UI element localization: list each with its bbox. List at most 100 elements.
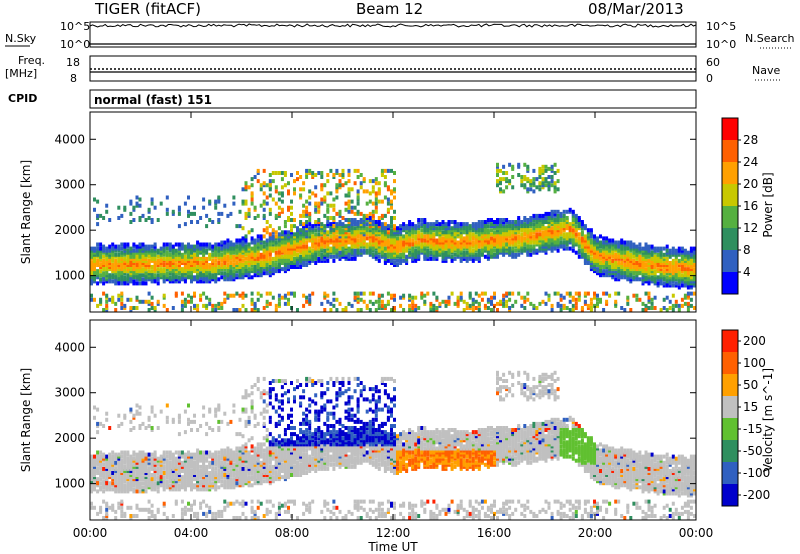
power-cell xyxy=(253,207,257,212)
power-cell xyxy=(502,164,506,169)
power-cell xyxy=(90,275,93,280)
power-cell xyxy=(447,301,451,306)
power-cell xyxy=(668,248,672,253)
power-cell xyxy=(93,248,96,253)
velocity-cell xyxy=(123,469,127,473)
velocity-cell xyxy=(177,460,181,465)
velocity-cell xyxy=(171,479,175,484)
velocity-cell xyxy=(174,471,178,475)
power-cell xyxy=(111,279,115,284)
power-cell xyxy=(502,171,506,175)
power-cell xyxy=(153,252,157,257)
velocity-cell xyxy=(174,460,178,465)
velocity-cell xyxy=(168,452,172,457)
velocity-cell xyxy=(123,479,127,484)
power-cell xyxy=(347,234,351,239)
power-cell xyxy=(202,275,206,280)
power-cell xyxy=(108,273,112,278)
velocity-cell xyxy=(138,450,142,455)
power-cell xyxy=(344,230,348,235)
power-cell xyxy=(553,181,557,186)
power-cell xyxy=(96,199,100,204)
power-cell xyxy=(287,238,290,243)
power-cell xyxy=(332,173,336,177)
power-cell xyxy=(377,236,381,241)
power-cell xyxy=(371,209,375,214)
velocity-cell xyxy=(123,452,127,457)
power-cell xyxy=(262,199,266,204)
power-cell xyxy=(508,291,512,296)
velocity-cell xyxy=(132,479,136,484)
velocity-cell xyxy=(102,462,106,467)
power-cell xyxy=(332,254,336,259)
power-cell xyxy=(541,213,545,218)
power-cell xyxy=(390,216,393,220)
power-cell xyxy=(362,213,366,218)
power-cell xyxy=(535,306,539,310)
power-cell xyxy=(477,301,481,306)
power-cell xyxy=(393,252,396,257)
power-cell xyxy=(656,281,660,286)
velocity-cell xyxy=(168,456,172,461)
power-cell xyxy=(268,193,272,198)
power-cell xyxy=(274,252,278,257)
power-cell xyxy=(626,301,630,306)
power-cell xyxy=(265,220,269,224)
power-cell xyxy=(111,256,115,261)
velocity-cell xyxy=(96,466,100,471)
power-cell xyxy=(647,271,651,276)
power-cell xyxy=(317,203,321,208)
power-cell xyxy=(190,275,193,280)
power-cell xyxy=(526,252,530,257)
power-cell xyxy=(408,308,412,312)
power-cell xyxy=(386,224,390,229)
power-cell xyxy=(314,244,318,249)
power-cell xyxy=(383,195,387,200)
power-cell xyxy=(147,291,151,296)
power-cell xyxy=(326,216,330,220)
power-cell xyxy=(653,256,657,261)
power-cell xyxy=(105,209,109,214)
power-cell xyxy=(526,164,530,169)
power-cell xyxy=(405,254,409,259)
power-cell xyxy=(568,238,572,243)
power-cell xyxy=(459,297,463,302)
power-cell xyxy=(268,256,272,261)
velocity-cell xyxy=(190,469,193,473)
power-cell xyxy=(120,246,124,251)
power-cell xyxy=(350,226,354,231)
power-cell xyxy=(299,230,303,235)
power-cell xyxy=(365,248,369,253)
power-cell xyxy=(593,238,596,243)
power-cell xyxy=(250,248,254,253)
power-cell xyxy=(302,230,306,235)
power-cell xyxy=(90,261,93,265)
power-cell xyxy=(432,308,436,312)
power-cell xyxy=(350,209,354,214)
power-cell xyxy=(393,238,396,243)
power-cell xyxy=(505,293,509,298)
power-cell xyxy=(129,248,133,253)
power-cell xyxy=(168,242,172,247)
power-cell xyxy=(680,303,684,308)
power-cell xyxy=(344,226,348,231)
power-cell xyxy=(662,281,666,286)
power-cell xyxy=(274,189,278,194)
power-cell xyxy=(423,293,427,298)
power-cell xyxy=(350,222,354,227)
power-cell xyxy=(374,181,378,186)
velocity-cell xyxy=(117,469,121,473)
power-cell xyxy=(665,252,669,257)
power-cell xyxy=(235,248,239,253)
velocity-cell xyxy=(108,464,112,469)
power-cell xyxy=(574,234,578,239)
velocity-cell xyxy=(99,456,103,461)
power-cell xyxy=(241,199,245,204)
power-cell xyxy=(680,256,684,261)
power-cell xyxy=(674,299,678,304)
velocity-cell xyxy=(120,475,124,480)
power-cell xyxy=(180,291,184,296)
power-cell xyxy=(544,291,548,296)
power-cell xyxy=(220,248,224,253)
power-cell xyxy=(302,187,306,192)
